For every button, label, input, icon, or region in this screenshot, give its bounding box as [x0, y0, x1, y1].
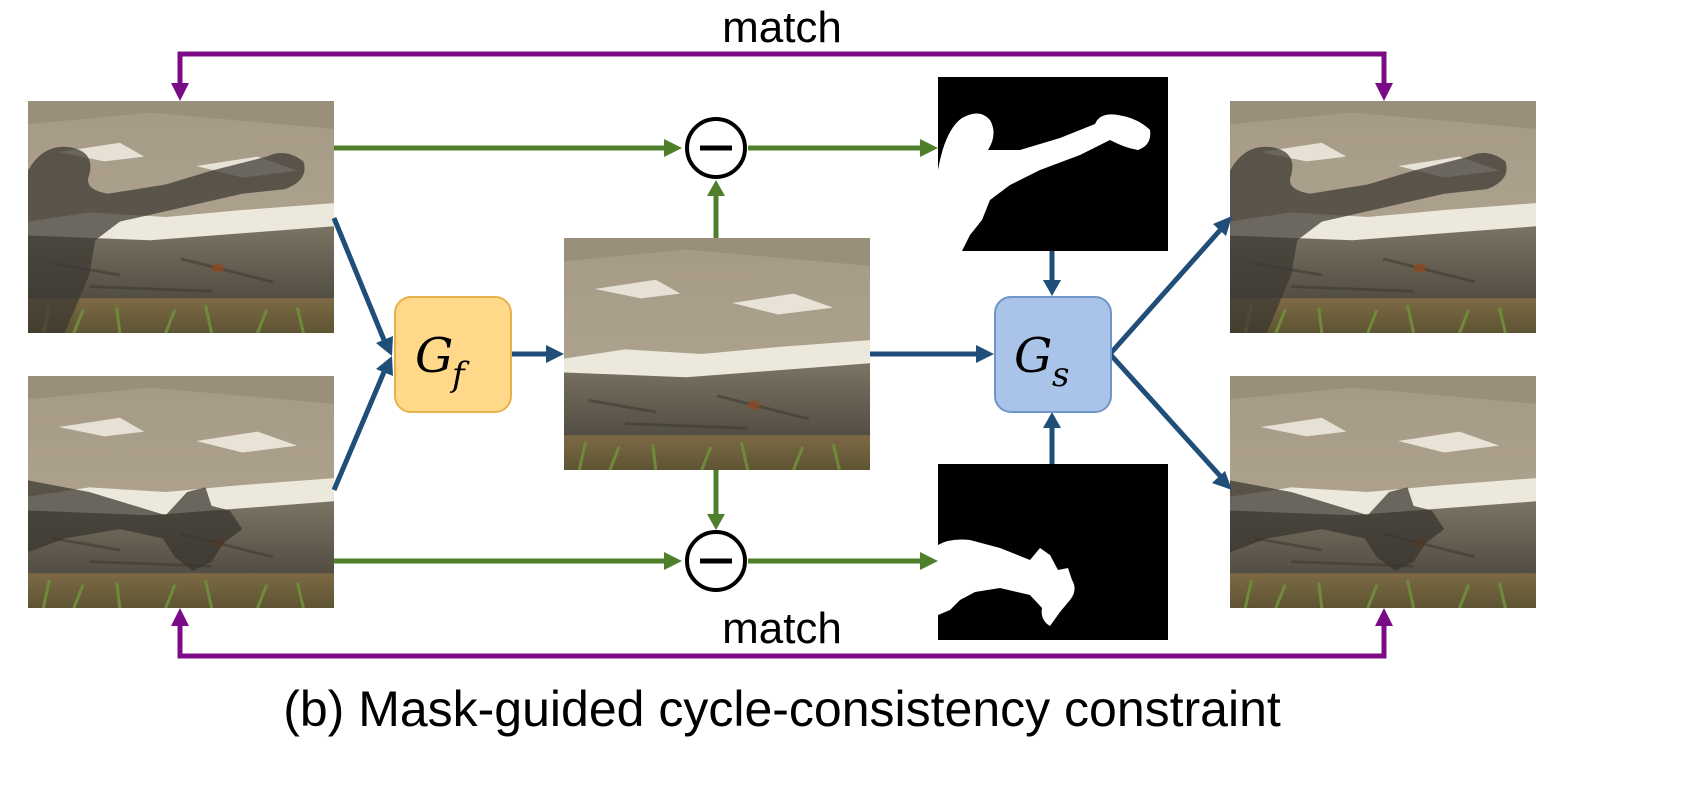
green-arrow-top-right [748, 139, 938, 157]
gf-main-label: G [415, 328, 453, 384]
blue-arrow-top-to-gf [331, 217, 393, 356]
output-image-top [1230, 101, 1536, 333]
mask-top [938, 77, 1168, 251]
match-label-top: match [722, 3, 842, 52]
generator-gs: G s [994, 296, 1112, 413]
generator-gf: G f [394, 296, 512, 413]
green-arrow-bottom-left [334, 552, 682, 570]
blue-arrow-gs-to-top-output [1108, 216, 1232, 356]
match-bracket-top [171, 51, 1393, 101]
green-arrow-bottom-right [748, 552, 938, 570]
figure-caption: (b) Mask-guided cycle-consistency constr… [283, 681, 1281, 737]
input-image-bottom [28, 376, 334, 608]
output-image-bottom [1230, 376, 1536, 608]
blue-arrow-mask-bottom-to-gs [1043, 412, 1061, 464]
gs-sub-label: s [1052, 355, 1069, 395]
subtract-operator-top [685, 117, 747, 179]
shadow-free-image [564, 238, 870, 470]
blue-arrow-bottom-to-gf [331, 356, 393, 491]
mask-bottom [938, 464, 1168, 640]
input-image-top [28, 101, 334, 333]
gs-main-label: G [1014, 328, 1052, 384]
blue-arrow-mask-top-to-gs [1043, 251, 1061, 296]
green-arrow-up [707, 180, 725, 238]
subtract-operator-bottom [685, 530, 747, 592]
blue-arrow-gs-to-bottom-output [1108, 352, 1232, 490]
match-label-bottom: match [722, 604, 842, 653]
blue-arrow-gf-to-image [512, 345, 564, 363]
green-arrow-top-left [334, 139, 682, 157]
green-arrow-down [707, 470, 725, 530]
blue-arrow-image-to-gs [870, 345, 994, 363]
match-bracket-bottom [171, 608, 1393, 659]
